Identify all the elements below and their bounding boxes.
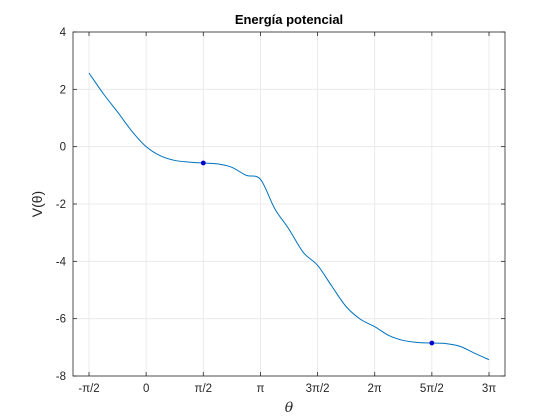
y-tick-label: 4: [60, 27, 67, 39]
markers: [200, 160, 435, 346]
equilibrium-marker: [429, 340, 435, 346]
x-tick-label: -π/2: [78, 383, 99, 395]
grid: [73, 31, 505, 377]
y-tick-label: 2: [60, 84, 66, 96]
x-tick-label: 3π/2: [306, 383, 330, 395]
y-tick-label: -4: [56, 256, 67, 268]
y-tick-label: -8: [56, 371, 66, 383]
x-tick-label: 5π/2: [420, 383, 444, 395]
x-tick-label: π: [256, 383, 264, 395]
x-axis-label: θ: [285, 400, 294, 416]
tick-labels: -π/2 0 π/2 π 3π/2 2π 5π/2 3π -8 -6 -4 -2 0 2 4: [56, 27, 496, 395]
series-line: [88, 72, 490, 361]
x-tick-label: π/2: [195, 383, 213, 395]
equilibrium-marker: [200, 160, 206, 166]
x-tick-label: 0: [143, 383, 149, 395]
y-tick-label: 0: [60, 142, 66, 154]
x-tick-label: 2π: [368, 383, 382, 395]
y-axis-label: V(θ): [29, 191, 45, 217]
y-tick-label: -2: [56, 199, 66, 211]
ticks: [73, 31, 505, 377]
y-tick-label: -6: [56, 314, 66, 326]
chart-title: Energía potencial: [235, 12, 343, 27]
x-tick-label: 3π: [482, 383, 496, 395]
